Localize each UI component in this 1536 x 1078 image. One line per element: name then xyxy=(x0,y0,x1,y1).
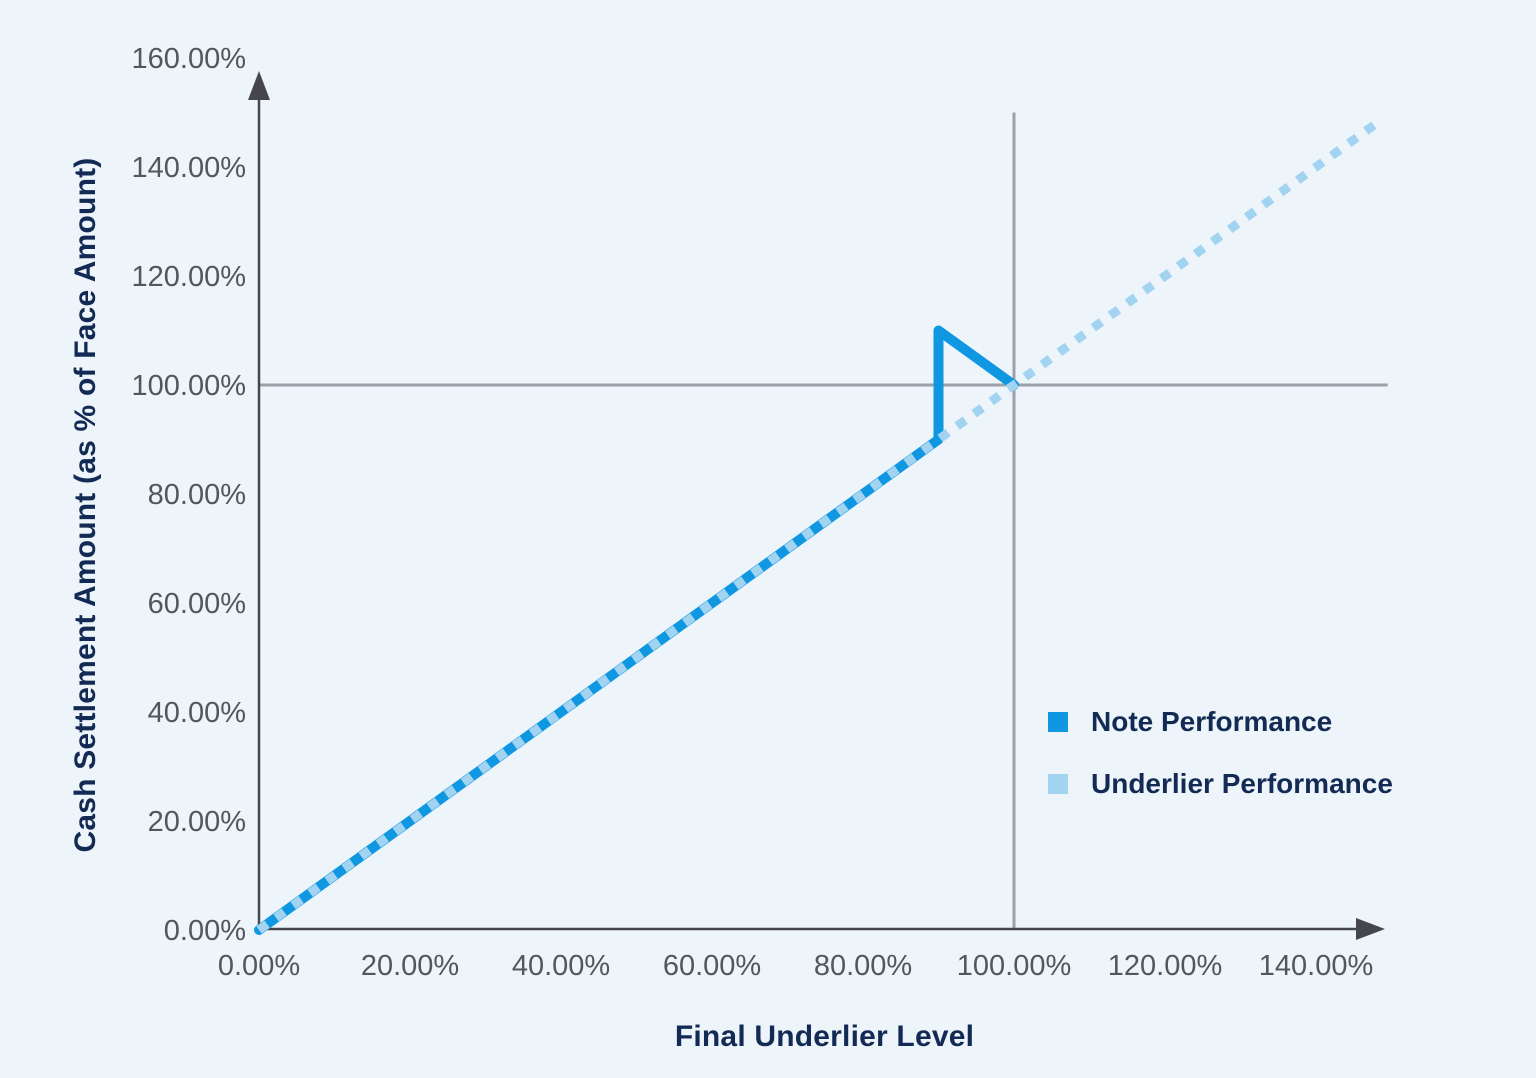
underlier-performance-swatch-icon xyxy=(1048,774,1068,794)
y-tick-label: 160.00% xyxy=(132,43,247,75)
legend-item-underlier-performance: Underlier Performance xyxy=(1048,764,1393,804)
y-tick-label: 80.00% xyxy=(148,479,246,511)
legend-label-underlier-performance: Underlier Performance xyxy=(1091,768,1393,799)
x-axis-arrow-icon xyxy=(1356,918,1385,940)
x-tick-label: 140.00% xyxy=(1259,950,1374,982)
x-tick-label: 80.00% xyxy=(814,950,912,982)
x-tick-label: 40.00% xyxy=(512,950,610,982)
legend: Note Performance Underlier Performance xyxy=(1048,702,1393,826)
x-tick-label: 60.00% xyxy=(663,950,761,982)
y-tick-label: 40.00% xyxy=(148,697,246,729)
legend-item-note-performance: Note Performance xyxy=(1048,702,1393,742)
x-tick-label: 120.00% xyxy=(1108,950,1223,982)
legend-label-note-performance: Note Performance xyxy=(1091,706,1333,737)
y-tick-label: 0.00% xyxy=(164,915,246,947)
x-tick-label: 20.00% xyxy=(361,950,459,982)
x-axis-title: Final Underlier Level xyxy=(674,1020,975,1053)
y-tick-label: 60.00% xyxy=(148,588,246,620)
y-axis-title: Cash Settlement Amount (as % of Face Amo… xyxy=(69,157,102,853)
y-tick-label: 20.00% xyxy=(148,806,246,838)
x-tick-label: 0.00% xyxy=(218,950,300,982)
x-tick-label: 100.00% xyxy=(957,950,1072,982)
y-tick-label: 140.00% xyxy=(132,152,247,184)
note-performance-swatch-icon xyxy=(1048,712,1068,732)
y-axis-arrow-icon xyxy=(248,71,270,100)
note-performance-line xyxy=(254,325,1019,935)
y-tick-label: 120.00% xyxy=(132,261,247,293)
y-tick-label: 100.00% xyxy=(132,370,247,402)
